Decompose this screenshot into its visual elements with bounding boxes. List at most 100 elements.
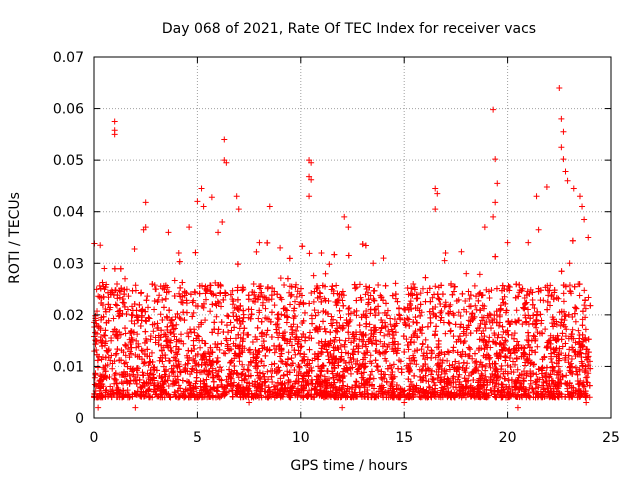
data-point (446, 320, 453, 327)
data-point (215, 368, 222, 375)
data-point (426, 308, 433, 315)
data-point (427, 319, 434, 326)
data-point (152, 339, 159, 346)
data-point (218, 367, 225, 374)
data-point (165, 382, 172, 389)
data-point (151, 298, 158, 305)
data-point (315, 356, 322, 363)
data-point (309, 320, 316, 327)
data-point (424, 344, 431, 351)
data-point (239, 349, 246, 356)
data-point (125, 293, 132, 300)
data-point (268, 361, 275, 368)
data-point (171, 333, 178, 340)
data-point (437, 300, 444, 307)
data-point (122, 341, 129, 348)
data-point (138, 347, 145, 354)
data-point (480, 327, 487, 334)
data-point (437, 317, 444, 324)
data-point (287, 293, 294, 300)
data-point (414, 295, 421, 302)
data-point (558, 316, 565, 323)
data-point (382, 300, 389, 307)
data-point (186, 354, 193, 361)
data-point (168, 348, 175, 355)
data-point (502, 338, 509, 345)
data-point (278, 358, 285, 365)
data-point (382, 355, 389, 362)
data-point (582, 326, 589, 333)
data-point (264, 284, 271, 291)
data-point (437, 356, 444, 363)
data-point (581, 383, 588, 390)
data-point (310, 272, 317, 279)
data-point (476, 271, 483, 278)
data-point (340, 302, 347, 309)
data-point (331, 338, 338, 345)
data-point (375, 310, 382, 317)
data-point (433, 323, 440, 330)
data-point (274, 315, 281, 322)
data-point (559, 343, 566, 350)
data-point (585, 370, 592, 377)
data-point (411, 372, 418, 379)
data-point (579, 331, 586, 338)
data-point (542, 326, 549, 333)
data-point (250, 281, 257, 288)
data-point (285, 349, 292, 356)
data-point (136, 301, 143, 308)
data-point (466, 295, 473, 302)
data-point (464, 360, 471, 367)
data-point (277, 275, 284, 282)
data-point (309, 315, 316, 322)
data-point (189, 366, 196, 373)
data-point (114, 281, 121, 288)
data-point (308, 289, 315, 296)
data-point (390, 361, 397, 368)
data-point (292, 351, 299, 358)
data-point (230, 309, 237, 316)
data-point (362, 291, 369, 298)
data-point (431, 332, 438, 339)
data-point (264, 239, 271, 246)
data-point (163, 338, 170, 345)
data-point (527, 360, 534, 367)
data-point (142, 328, 149, 335)
data-point (310, 298, 317, 305)
data-point (227, 359, 234, 366)
data-point (339, 288, 346, 295)
data-point (128, 344, 135, 351)
data-point (227, 319, 234, 326)
data-point (456, 381, 463, 388)
data-point (582, 297, 589, 304)
data-point (234, 261, 241, 268)
data-point (167, 329, 174, 336)
data-point (471, 282, 478, 289)
data-point (109, 365, 116, 372)
data-point (178, 299, 185, 306)
data-point (533, 324, 540, 331)
data-point (450, 333, 457, 340)
data-point (106, 374, 113, 381)
data-point (362, 242, 369, 249)
data-point (396, 312, 403, 319)
data-point (463, 308, 470, 315)
data-point (192, 249, 199, 256)
data-point (428, 354, 435, 361)
data-point (563, 381, 570, 388)
data-point (481, 333, 488, 340)
data-point (225, 313, 232, 320)
data-point (187, 371, 194, 378)
data-point (345, 252, 352, 259)
data-point (249, 339, 256, 346)
data-point (156, 292, 163, 299)
data-point (560, 298, 567, 305)
data-point (457, 312, 464, 319)
data-point (96, 282, 103, 289)
data-point (549, 364, 556, 371)
data-point (262, 352, 269, 359)
data-point (138, 317, 145, 324)
data-point (323, 346, 330, 353)
data-point (403, 336, 410, 343)
